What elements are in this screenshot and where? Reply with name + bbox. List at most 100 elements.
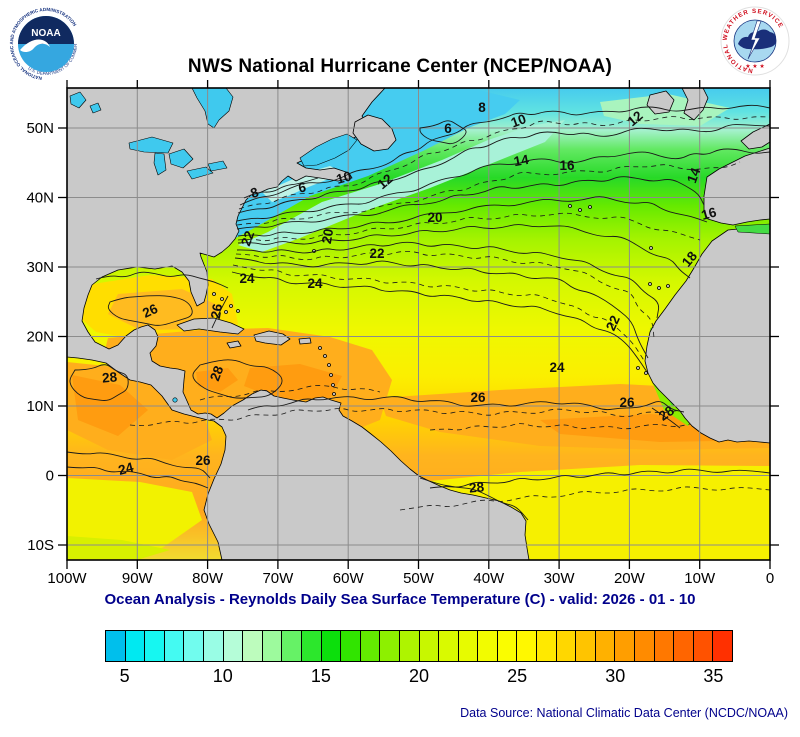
map-caption: Ocean Analysis - Reynolds Daily Sea Surf… <box>104 591 696 608</box>
contour-label: 6 <box>444 121 452 136</box>
y-tick-label: 50N <box>26 120 54 137</box>
contour-label: 22 <box>603 313 623 333</box>
land-newfoundland <box>352 114 397 152</box>
gulf-of-st-lawrence <box>299 133 358 167</box>
contour-label: 26 <box>619 395 635 410</box>
land-masses <box>67 88 770 560</box>
x-tick-label: 30W <box>544 570 576 587</box>
colorbar-tick-label: 5 <box>119 666 130 686</box>
colorbar-cell <box>144 631 164 661</box>
contour-label: 22 <box>369 246 384 261</box>
x-tick-label: 50W <box>403 570 435 587</box>
y-tick-label: 40N <box>26 190 54 207</box>
colorbar-cell <box>634 631 654 661</box>
colorbar-cell <box>359 631 380 661</box>
contour-line <box>129 408 681 427</box>
contour-line <box>236 241 660 319</box>
x-tick-label: 0 <box>766 570 774 587</box>
colorbar-cell <box>516 631 537 661</box>
land-jamaica <box>226 340 242 349</box>
page-title: NWS National Hurricane Center (NCEP/NOAA… <box>187 56 613 77</box>
contour-line <box>69 364 129 401</box>
contour-line <box>429 423 691 431</box>
y-tick-label: 30N <box>26 259 54 276</box>
noaa-acronym: NOAA <box>31 28 60 39</box>
contour-label: 26 <box>208 302 225 320</box>
contour-line <box>237 212 701 242</box>
x-tick-label: 10W <box>684 570 716 587</box>
contour-label: 24 <box>239 271 255 286</box>
colorbar-cell <box>692 631 713 661</box>
colorbar-tick-label: 25 <box>507 666 528 686</box>
contour-label: 20 <box>319 228 336 245</box>
contour-label: 14 <box>513 152 531 169</box>
contour-line <box>429 468 770 489</box>
land-africa <box>644 226 770 444</box>
contour-label: 20 <box>427 210 442 225</box>
colorbar-tick-label: 10 <box>212 666 233 686</box>
colorbar-tick-label: 20 <box>408 666 430 686</box>
colorbar-cell <box>398 631 419 661</box>
contour-line <box>651 407 681 429</box>
small-islands <box>212 204 670 396</box>
contour-label: 12 <box>625 108 646 129</box>
contour-label: 24 <box>307 276 323 291</box>
contour-line <box>399 486 770 511</box>
contour-line <box>236 148 770 222</box>
colorbar-cell <box>457 631 478 661</box>
colorbar-cell <box>555 631 576 661</box>
colorbar-cell <box>712 631 732 661</box>
contour-line <box>236 176 705 230</box>
contour-line <box>419 120 467 145</box>
contour-label: 12 <box>375 171 396 192</box>
colorbar-cell <box>673 631 693 661</box>
contour-label: 14 <box>684 165 703 185</box>
colorbar-cell <box>320 631 341 661</box>
contour-line <box>199 385 381 401</box>
contour-line <box>235 250 655 339</box>
y-tick-label: 10N <box>26 398 54 415</box>
contour-line <box>236 161 741 226</box>
y-axis-labels: 50N 40N 30N 20N 10N 0 10S <box>26 120 54 554</box>
contour-label: 8 <box>478 100 486 115</box>
colorbar-cell <box>614 631 635 661</box>
nws-stars: ★ ★ ★ <box>745 63 764 70</box>
y-tick-label: 10S <box>27 537 54 554</box>
colorbar-cell <box>418 631 439 661</box>
x-tick-label: 20W <box>614 570 646 587</box>
land-cuba <box>176 317 245 335</box>
colorbar-cell <box>202 631 223 661</box>
data-source: Data Source: National Climatic Data Cent… <box>460 706 788 720</box>
axis-ticks <box>58 80 779 569</box>
colorbar-cell <box>106 631 125 661</box>
y-tick-label: 0 <box>46 468 54 485</box>
contour-line <box>243 177 319 199</box>
colorbar-cell <box>379 631 399 661</box>
x-axis-labels: 100W 90W 80W 70W 60W 50W 40W 30W 20W 10W 0 <box>47 570 774 587</box>
contour-line <box>247 396 685 413</box>
colorbar-labels: 5 10 15 20 25 30 35 <box>105 666 733 692</box>
colorbar-cell <box>477 631 497 661</box>
contour-line <box>238 116 770 210</box>
colorbar-cell <box>340 631 360 661</box>
lakes <box>69 88 358 403</box>
contour-label: 26 <box>140 301 160 321</box>
colorbar-cell <box>536 631 556 661</box>
contour-label: 24 <box>549 360 565 375</box>
colorbar-cell <box>222 631 243 661</box>
lake-ontario <box>207 160 228 172</box>
hudson-bay <box>191 88 234 129</box>
land-ireland <box>646 90 675 115</box>
contour-line <box>67 451 211 479</box>
contour-label: 28 <box>101 369 118 385</box>
contour-line <box>237 224 691 279</box>
colorbar-cell <box>300 631 321 661</box>
x-tick-label: 40W <box>473 570 505 587</box>
contour-label: 10 <box>335 168 353 186</box>
colorbar-cell <box>281 631 301 661</box>
colorbar-cell <box>594 631 615 661</box>
x-tick-label: 100W <box>47 570 87 587</box>
x-tick-label: 80W <box>192 570 224 587</box>
x-tick-label: 70W <box>262 570 294 587</box>
